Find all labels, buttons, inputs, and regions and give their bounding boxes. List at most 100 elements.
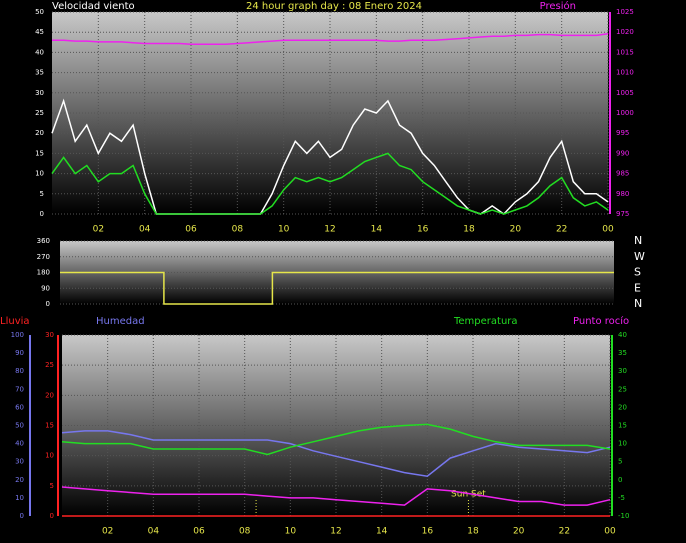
x-tick-label: 10: [285, 527, 297, 537]
y-tick-label: 90: [41, 284, 50, 292]
y2-tick-label: 1010: [616, 69, 634, 77]
y2-tick-label: -5: [618, 494, 625, 502]
y-tick-label: 360: [37, 237, 50, 245]
x-tick-label: 22: [559, 527, 570, 537]
y2-tick-label: 980: [616, 190, 629, 198]
x-tick-label: 18: [467, 527, 479, 537]
series-line: [51, 152, 609, 215]
y3-tick-label: 90: [15, 349, 24, 357]
x-tick-label: 14: [371, 225, 383, 235]
y3-tick-label: 10: [15, 494, 24, 502]
legend-label: Temperatura: [453, 316, 518, 327]
x-tick-label: 18: [463, 225, 475, 235]
y3-tick-label: 80: [15, 367, 24, 375]
x-tick-label: 16: [417, 225, 429, 235]
y-tick-label: 20: [35, 129, 44, 137]
x-tick-label: 02: [102, 527, 113, 537]
y2-tick-label: 15: [618, 422, 627, 430]
x-tick-label: 12: [324, 225, 335, 235]
y2-tick-label: E: [634, 281, 641, 294]
y-tick-label: 0: [50, 512, 54, 520]
y2-tick-label: W: [634, 250, 645, 263]
y-tick-label: 25: [45, 361, 54, 369]
y3-tick-label: 50: [15, 422, 24, 430]
annotation: Sun Set: [451, 490, 486, 500]
y2-tick-label: 990: [616, 149, 629, 157]
series-line: [61, 486, 611, 506]
x-tick-label: 04: [139, 225, 151, 235]
y2-tick-label: 1020: [616, 28, 634, 36]
y3-tick-label: 20: [15, 476, 24, 484]
y2-tick-label: 20: [618, 403, 627, 411]
y-tick-label: 30: [45, 331, 54, 339]
y2-tick-label: 1025: [616, 8, 634, 16]
y-axis-title: Velocidad viento: [52, 1, 135, 12]
x-tick-label: 10: [278, 225, 290, 235]
y-tick-label: 10: [45, 452, 54, 460]
chart-title: 24 hour graph day : 08 Enero 2024: [246, 1, 422, 12]
y2-tick-label: 35: [618, 349, 627, 357]
x-tick-label: 08: [232, 225, 244, 235]
y2-axis-title: Presión: [540, 0, 576, 12]
y3-tick-label: 60: [15, 403, 24, 411]
y2-tick-label: 985: [616, 170, 629, 178]
legend-label: Lluvia: [0, 316, 30, 327]
y2-tick-label: 995: [616, 129, 629, 137]
y2-tick-label: N: [634, 234, 642, 247]
x-tick-label: 06: [185, 225, 197, 235]
x-tick-label: 00: [604, 527, 616, 537]
y2-tick-label: S: [634, 266, 641, 279]
y-tick-label: 15: [45, 422, 54, 430]
y2-tick-label: 975: [616, 210, 629, 218]
x-tick-label: 12: [330, 527, 341, 537]
y2-tick-label: 5: [618, 458, 622, 466]
y-tick-label: 40: [35, 48, 44, 56]
y-tick-label: 50: [35, 8, 44, 16]
y-tick-label: 15: [35, 149, 44, 157]
y-tick-label: 0: [46, 300, 50, 308]
y-tick-label: 5: [50, 482, 54, 490]
y-tick-label: 25: [35, 109, 44, 117]
y-tick-label: 10: [35, 170, 44, 178]
series-line: [61, 430, 611, 477]
y3-tick-label: 40: [15, 440, 24, 448]
y2-tick-label: 0: [618, 476, 622, 484]
y2-tick-label: 1015: [616, 48, 634, 56]
y-tick-label: 270: [37, 253, 50, 261]
legend-label: Punto rocío: [573, 315, 629, 327]
x-tick-label: 22: [556, 225, 567, 235]
x-tick-label: 04: [148, 527, 160, 537]
y2-tick-label: -10: [618, 512, 629, 520]
x-tick-label: 20: [510, 225, 522, 235]
y-tick-label: 30: [35, 89, 44, 97]
y-tick-label: 35: [35, 69, 44, 77]
y3-tick-label: 100: [11, 331, 24, 339]
y-tick-label: 20: [45, 391, 54, 399]
y3-tick-label: 70: [15, 385, 24, 393]
y-tick-label: 180: [37, 269, 50, 277]
y-tick-label: 5: [40, 190, 44, 198]
y2-tick-label: 1000: [616, 109, 634, 117]
y-tick-label: 0: [40, 210, 44, 218]
x-tick-label: 14: [376, 527, 388, 537]
x-tick-label: 06: [193, 527, 205, 537]
y2-tick-label: 10: [618, 440, 627, 448]
y2-tick-label: N: [634, 297, 642, 310]
series-line: [61, 423, 611, 456]
series-line: [51, 98, 609, 215]
x-tick-label: 20: [513, 527, 525, 537]
x-tick-label: 02: [93, 225, 104, 235]
y2-tick-label: 25: [618, 385, 627, 393]
y3-tick-label: 30: [15, 458, 24, 466]
y2-tick-label: 40: [618, 331, 627, 339]
x-tick-label: 00: [602, 225, 614, 235]
series-line: [52, 33, 609, 46]
series-line: [60, 271, 614, 305]
y2-tick-label: 1005: [616, 89, 634, 97]
x-tick-label: 16: [422, 527, 434, 537]
legend-label: Humedad: [96, 316, 145, 327]
x-tick-label: 08: [239, 527, 251, 537]
y3-tick-label: 0: [20, 512, 24, 520]
y-tick-label: 45: [35, 28, 44, 36]
